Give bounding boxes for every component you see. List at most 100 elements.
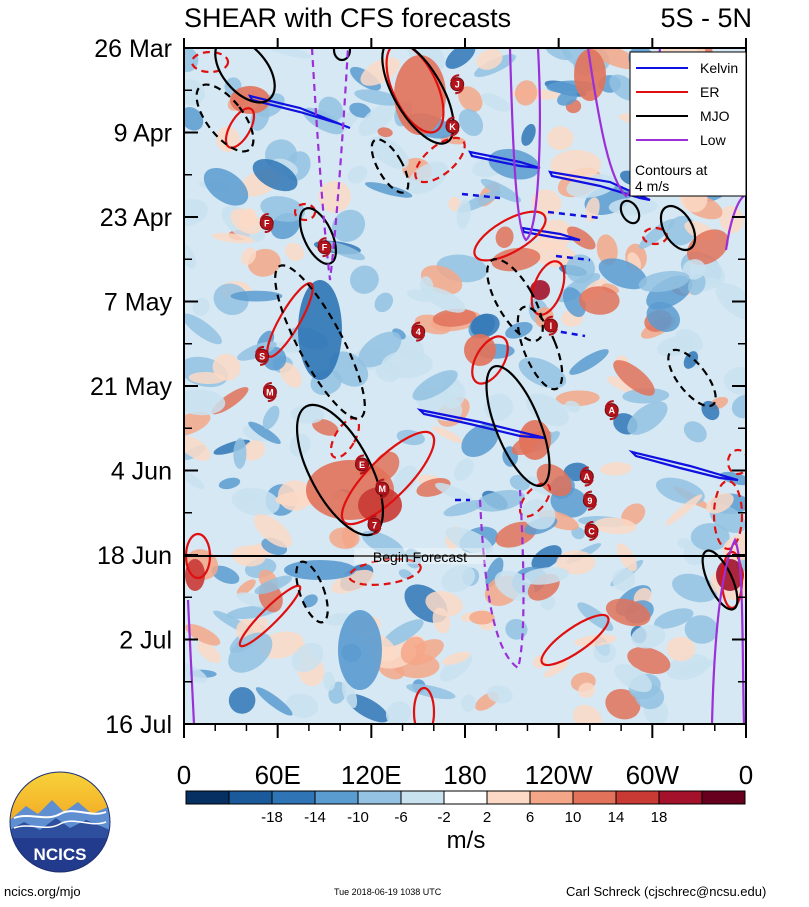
shear-patch	[585, 197, 600, 222]
shear-patch	[233, 437, 247, 469]
shear-patch	[432, 607, 451, 634]
y-tick-label: 18 Jun	[97, 542, 172, 570]
low-contour	[710, 537, 746, 724]
storm-label: I	[550, 321, 553, 331]
shear-patch	[441, 565, 476, 593]
mjo-contour	[619, 199, 641, 225]
shear-patch	[184, 411, 211, 437]
storm-symbol: C	[584, 520, 599, 541]
colorbar-swatch	[701, 790, 746, 805]
shear-patch	[228, 687, 256, 714]
mjo-dashed-contour	[370, 138, 410, 194]
er-contour	[412, 686, 436, 724]
shear-patch	[358, 331, 402, 368]
shear-patch	[526, 393, 570, 427]
er-dashed-contour	[190, 50, 230, 74]
colorbar-swatch	[529, 790, 574, 805]
shear-patch	[215, 126, 240, 152]
shear-patch	[412, 370, 458, 401]
shear-patch	[532, 655, 547, 669]
storm-symbol: M	[262, 382, 277, 403]
y-tick-label: 4 Jun	[111, 458, 172, 486]
x-axis: 0 60E 120E 180 120W 60W 0	[177, 38, 753, 790]
shear-patch	[453, 458, 474, 481]
shear-patch	[706, 492, 734, 514]
x-tick-label: 60E	[255, 760, 301, 790]
storm-label: K	[449, 122, 456, 132]
storm-symbol: 9	[582, 490, 597, 511]
storm-label: A	[584, 472, 591, 482]
shear-patch	[369, 136, 409, 169]
er-contour	[473, 210, 547, 262]
shear-core	[298, 280, 342, 380]
shear-patch	[382, 619, 424, 648]
mjo-contour	[485, 364, 551, 488]
shear-patch	[279, 362, 302, 388]
er-contour	[385, 48, 445, 134]
shear-patch	[521, 123, 536, 146]
storm-label: E	[359, 460, 365, 470]
shear-patch	[239, 208, 257, 229]
legend: Kelvin ER MJO Low Contours at 4 m/s	[629, 51, 747, 197]
shear-patch	[578, 682, 596, 698]
shear-patch	[218, 477, 241, 490]
shear-patch	[445, 48, 476, 69]
er-contour	[540, 613, 610, 667]
shear-patch	[569, 349, 609, 375]
shear-patch	[567, 226, 596, 250]
storm-label: J	[455, 80, 460, 90]
shear-patch	[185, 624, 221, 646]
shear-patch	[406, 161, 448, 195]
shear-patch	[622, 388, 670, 404]
er-contour	[530, 260, 566, 316]
storm-label: F	[264, 219, 270, 229]
shear-patch	[291, 642, 324, 673]
shear-patch	[184, 313, 223, 345]
shear-patch	[284, 242, 305, 261]
legend-note-value: 4 m/s	[635, 178, 669, 194]
shear-patch	[329, 527, 360, 549]
er-dashed-contour	[293, 202, 317, 222]
shear-patch	[302, 594, 318, 608]
shear-patch	[600, 462, 632, 476]
storm-symbol: J	[450, 74, 465, 95]
x-tick-label: 120W	[525, 760, 593, 790]
colorbar: -18 -14 -10 -6 -2 2 6 10 14 18	[185, 790, 746, 826]
shear-patch	[682, 259, 706, 280]
shear-patch	[571, 526, 585, 540]
shear-patch	[480, 178, 522, 203]
y-tick-label: 26 Mar	[94, 35, 172, 63]
shear-patch	[443, 500, 484, 517]
shear-patch	[318, 180, 351, 213]
footer-author: Carl Schreck (cjschrec@ncsu.edu)	[566, 884, 767, 899]
shear-patch	[607, 376, 639, 394]
er-dashed-contour	[414, 136, 466, 184]
shear-patch	[579, 286, 620, 315]
shear-patch	[672, 573, 718, 603]
shear-patch	[574, 634, 617, 647]
shear-patch	[425, 591, 463, 617]
kelvin-dashed-contour	[547, 210, 601, 220]
storm-label: M	[266, 388, 274, 398]
storm-label: F	[322, 243, 328, 253]
colorbar-swatch	[486, 790, 531, 805]
er-dashed-contours	[190, 50, 746, 586]
storm-symbol: I	[543, 315, 558, 336]
shear-patch	[374, 292, 394, 313]
storm-label: M	[379, 484, 387, 494]
kelvin-dashed-contour	[555, 254, 591, 262]
colorbar-swatch	[357, 790, 402, 805]
shear-patch	[248, 421, 281, 444]
shear-patch	[184, 240, 196, 269]
shear-patch	[448, 196, 461, 212]
mjo-contours	[214, 48, 739, 611]
shear-patch	[677, 538, 692, 549]
colorbar-swatch	[185, 790, 230, 805]
shear-patch	[537, 219, 573, 251]
x-tick-label: 120E	[341, 760, 402, 790]
kelvin-contour	[628, 450, 739, 482]
colorbar-swatch	[615, 790, 660, 805]
legend-label: Kelvin	[700, 60, 738, 76]
shear-patch	[350, 265, 379, 294]
shear-patch	[701, 400, 720, 421]
